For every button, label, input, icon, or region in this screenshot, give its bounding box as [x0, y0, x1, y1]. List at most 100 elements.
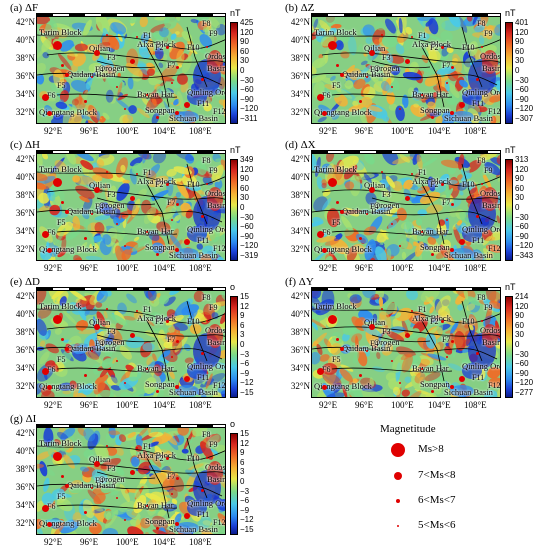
colorbar-tick-label: −120 — [515, 104, 534, 114]
colorbar-tick-label: 60 — [515, 183, 524, 193]
earthquake-marker — [440, 45, 444, 49]
fault-line — [371, 197, 431, 206]
fault-label: F9 — [209, 440, 218, 449]
fault-line — [46, 463, 225, 474]
map-area: Tarim Block Qilian Orogen Qaidam Basin Alxa … — [36, 153, 226, 261]
latitude-label: 32°N — [15, 518, 35, 528]
earthquake-marker — [94, 50, 100, 56]
colorbar-tick-label: 0 — [515, 203, 520, 212]
place-name: Orogen — [374, 63, 400, 73]
earthquake-marker — [60, 200, 64, 204]
longitude-label: 104°E — [153, 263, 176, 273]
colorbar-tick-label: −15 — [240, 525, 254, 534]
legend-label: 6<Ms<7 — [418, 494, 456, 506]
earthquake-marker — [404, 195, 410, 201]
colorbar-tick-label: 425 — [240, 18, 254, 27]
earthquake-marker — [46, 110, 52, 116]
fault-label: F7 — [167, 335, 176, 344]
place-name: Tarim Block — [39, 301, 82, 311]
fault-label: F11 — [472, 99, 485, 108]
legend-title: Magnetitude — [380, 423, 436, 435]
earthquake-marker — [60, 63, 64, 67]
latitude-label: 34°N — [290, 363, 310, 373]
earthquake-marker — [316, 93, 324, 101]
earthquake-marker — [91, 213, 93, 215]
fault-label: F2 — [155, 180, 164, 189]
earthquake-marker — [459, 239, 465, 245]
earthquake-marker — [200, 488, 204, 492]
place-name: Qinling Orogen — [462, 87, 500, 97]
fault-label: F2 — [430, 180, 439, 189]
fault-label: F10 — [187, 454, 200, 463]
fault-line — [146, 183, 170, 245]
colorbar-tick-label: −30 — [515, 75, 529, 85]
earthquake-marker — [381, 34, 383, 36]
fault-line — [421, 46, 445, 108]
fault-line — [421, 320, 445, 382]
fault-label: F11 — [472, 236, 485, 245]
fault-label: F9 — [484, 166, 493, 175]
fault-line — [56, 230, 178, 236]
colorbar-tick-label: −60 — [240, 85, 254, 95]
colorbar-tick-label: −90 — [515, 94, 529, 104]
place-name: Tarim Block — [314, 27, 357, 37]
longitude-label: 96°E — [355, 263, 374, 273]
earthquake-marker — [206, 457, 208, 459]
colorbar-tick-label: −120 — [240, 104, 259, 114]
place-name: Ordos — [480, 325, 501, 335]
fault-line — [46, 189, 225, 200]
map-area: Tarim Block Qilian Orogen Qaidam Basin Alxa … — [36, 427, 226, 535]
colorbar-tick-label: −9 — [240, 368, 250, 378]
colorbar-tick-label: 30 — [515, 330, 524, 340]
colorbar-tick-label: −319 — [240, 251, 259, 260]
colorbar-tick-label: 0 — [240, 66, 245, 75]
place-name: Songpan — [145, 516, 175, 526]
place-name: Ordos — [205, 51, 226, 61]
earthquake-marker — [321, 384, 327, 390]
colorbar-tick-label: 60 — [240, 46, 249, 56]
colorbar-tick-label: 120 — [240, 27, 254, 37]
fault-label: F5 — [332, 355, 341, 364]
latitude-label: 42°N — [290, 291, 310, 301]
earthquake-marker — [52, 314, 62, 324]
colorbar-tick-label: 313 — [515, 155, 529, 164]
color-bar — [505, 159, 513, 261]
earthquake-marker — [165, 319, 169, 323]
fault-line — [56, 93, 178, 99]
earthquake-marker — [65, 73, 69, 77]
earthquake-marker — [116, 86, 118, 88]
earthquake-marker — [60, 337, 64, 341]
fault-label: F5 — [57, 492, 66, 501]
earthquake-marker — [446, 356, 448, 358]
earthquake-marker — [369, 50, 375, 56]
fault-label: F1 — [143, 305, 152, 314]
latitude-label: 38°N — [15, 464, 35, 474]
longitude-label: 96°E — [80, 126, 99, 136]
place-name: Basin — [207, 63, 226, 73]
place-name: Alxa Block — [137, 450, 176, 460]
earthquake-marker — [327, 314, 337, 324]
fault-line — [186, 300, 208, 362]
fault-label: F5 — [57, 81, 66, 90]
place-name: Bayan Har — [137, 89, 174, 99]
colorbar-tick-label: −30 — [515, 349, 529, 359]
place-name: Ordos — [205, 462, 226, 472]
place-name: Tarim Block — [314, 301, 357, 311]
colorbar-tick-label: 3 — [240, 467, 245, 477]
fault-line — [186, 437, 208, 499]
earthquake-marker — [358, 99, 362, 103]
latitude-label: 36°N — [15, 345, 35, 355]
latitude-label: 38°N — [15, 190, 35, 200]
colorbar-tick-label: 60 — [515, 320, 524, 330]
earthquake-marker — [321, 247, 327, 253]
earthquake-marker — [136, 173, 138, 175]
earthquake-marker — [46, 521, 52, 527]
earthquake-marker — [83, 373, 87, 377]
colorbar-tick-label: −90 — [515, 231, 529, 241]
fault-line — [96, 334, 156, 343]
earthquake-marker — [155, 115, 159, 119]
fault-label: F6 — [322, 228, 331, 237]
legend-marker — [394, 472, 402, 480]
fault-label: F10 — [462, 317, 475, 326]
earthquake-marker — [175, 522, 179, 526]
